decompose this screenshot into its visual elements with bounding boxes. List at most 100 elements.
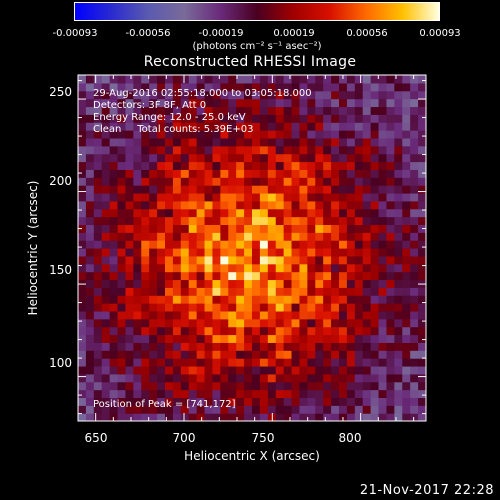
heatmap-cell (78, 122, 87, 131)
heatmap-cell (188, 208, 198, 218)
heatmap-cell (378, 240, 388, 249)
heatmap-cell (283, 342, 293, 351)
heatmap-cell (283, 122, 293, 131)
heatmap-cell (378, 169, 388, 178)
heatmap-cell (228, 303, 237, 312)
info-total-counts: Clean Total counts: 5.39E+03 (93, 124, 253, 135)
heatmap-cell (354, 153, 364, 163)
heatmap-cell (244, 200, 253, 210)
heatmap-cell (346, 397, 356, 406)
heatmap-cell (402, 255, 411, 265)
heatmap-cell (141, 130, 150, 139)
heatmap-cell (133, 106, 142, 115)
heatmap-cell (180, 405, 190, 414)
heatmap-cell (402, 177, 411, 186)
heatmap-cell (109, 185, 119, 194)
heatmap-cell (394, 248, 403, 257)
heatmap-cell (125, 271, 134, 281)
heatmap-cell (244, 397, 253, 406)
heatmap-cell (85, 318, 95, 328)
heatmap-cell (362, 326, 372, 336)
heatmap-cell (172, 295, 182, 304)
heatmap-cell (418, 318, 426, 328)
heatmap-cell (125, 373, 134, 383)
heatmap-cell (109, 122, 119, 131)
heatmap-cell (346, 82, 356, 92)
heatmap-cell (307, 326, 316, 336)
heatmap-cell (244, 232, 253, 241)
heatmap-cell (149, 334, 158, 343)
heatmap-cell (252, 279, 261, 288)
heatmap-cell (362, 303, 372, 312)
heatmap-cell (378, 224, 388, 233)
heatmap-cell (220, 413, 229, 421)
heatmap-cell (386, 137, 395, 147)
heatmap-cell (259, 263, 269, 273)
heatmap-cell (228, 192, 237, 202)
heatmap-cell (315, 240, 324, 249)
heatmap-cell (85, 90, 95, 100)
heatmap-cell (204, 145, 214, 155)
heatmap-cell (101, 240, 111, 249)
heatmap-cell (141, 295, 150, 304)
heatmap-cell (236, 177, 245, 186)
heatmap-cell (228, 318, 237, 328)
heatmap-cell (125, 232, 134, 241)
heatmap-cell (346, 106, 356, 115)
heatmap-cell (133, 177, 142, 186)
heatmap-cell (402, 153, 411, 163)
heatmap-cell (212, 326, 221, 336)
heatmap-cell (354, 287, 364, 296)
heatmap-cell (125, 153, 134, 163)
heatmap-cell (157, 82, 166, 92)
heatmap-cell (378, 114, 388, 123)
heatmap-cell (141, 381, 150, 391)
heatmap-cell (315, 334, 324, 343)
heatmap-cell (394, 114, 403, 123)
heatmap-cell (299, 373, 308, 383)
heatmap-cell (85, 114, 95, 123)
heatmap-cell (149, 106, 158, 115)
heatmap-cell (212, 389, 221, 399)
heatmap-cell (259, 169, 269, 178)
heatmap-cell (252, 365, 261, 375)
heatmap-cell (315, 350, 324, 359)
heatmap-cell (133, 326, 142, 336)
heatmap-cell (362, 358, 372, 367)
heatmap-cell (93, 177, 103, 186)
heatmap-cell (283, 271, 293, 281)
heatmap-cell (180, 263, 190, 273)
heatmap-cell (315, 169, 324, 178)
heatmap-cell (315, 130, 324, 139)
heatmap-cell (93, 240, 103, 249)
heatmap-cell (394, 208, 403, 218)
heatmap-cell (410, 365, 419, 375)
heatmap-cell (275, 271, 285, 281)
heatmap-cell (109, 145, 119, 155)
heatmap-cell (410, 232, 419, 241)
heatmap-cell (402, 161, 411, 170)
heatmap-cell (125, 381, 134, 391)
heatmap-cell (354, 208, 364, 218)
heatmap-cell (299, 381, 308, 391)
heatmap-cell (244, 161, 253, 170)
heatmap-cell (378, 192, 388, 202)
heatmap-cell (236, 114, 245, 123)
heatmap-cell (157, 137, 166, 147)
heatmap-cell (204, 98, 214, 108)
heatmap-cell (275, 106, 285, 115)
heatmap-cell (125, 98, 134, 108)
heatmap-cell (394, 318, 403, 328)
heatmap-cell (315, 185, 324, 194)
heatmap-cell (220, 75, 229, 84)
heatmap-cell (149, 358, 158, 367)
heatmap-cell (346, 295, 356, 304)
heatmap-cell (204, 413, 214, 421)
heatmap-cell (78, 114, 87, 123)
heatmap-cell (78, 169, 87, 178)
heatmap-cell (157, 389, 166, 399)
heatmap-cell (172, 137, 182, 147)
heatmap-cell (165, 389, 174, 399)
heatmap-cell (133, 365, 142, 375)
heatmap-cell (196, 82, 206, 92)
